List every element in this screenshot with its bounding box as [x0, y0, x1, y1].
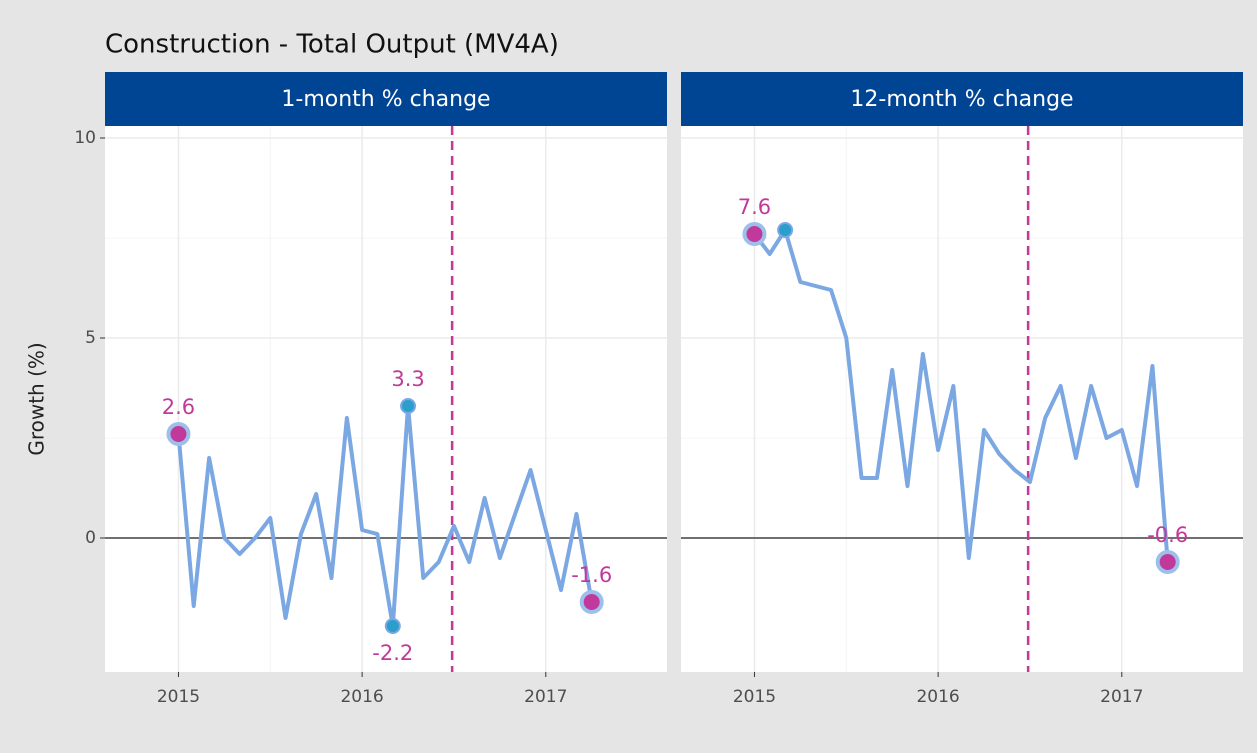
chart-title: Construction - Total Output (MV4A): [105, 30, 559, 60]
x-tick-label: 2017: [1100, 687, 1143, 707]
y-axis-label: Growth (%): [25, 342, 49, 455]
data-label: -0.6: [1147, 523, 1188, 547]
y-tick-label: 0: [85, 528, 96, 548]
series-line: [752, 228, 1170, 563]
highlight-point: [583, 594, 600, 610]
series-line: [176, 404, 594, 628]
x-tick-label: 2017: [524, 687, 567, 707]
y-tick-label: 5: [85, 328, 96, 348]
strip: [105, 72, 667, 126]
data-label: -1.6: [571, 563, 612, 587]
extreme-point: [400, 398, 417, 414]
x-tick-label: 2015: [733, 687, 776, 707]
y-tick-label: 10: [74, 128, 96, 148]
x-tick-label: 2015: [157, 687, 200, 707]
data-label: 2.6: [162, 395, 195, 419]
strip-label: 1-month % change: [281, 87, 490, 112]
x-tick-label: 2016: [916, 687, 959, 707]
strip: [681, 72, 1243, 126]
data-label: 3.3: [391, 367, 424, 391]
data-label: 7.6: [738, 195, 771, 219]
data-label: -2.2: [372, 641, 413, 665]
highlight-point: [170, 426, 187, 442]
highlight-point: [1159, 554, 1176, 570]
extreme-point: [777, 222, 794, 238]
x-tick-label: 2016: [340, 687, 383, 707]
strip-label: 12-month % change: [850, 87, 1073, 112]
highlight-point: [746, 226, 763, 242]
extreme-point: [384, 618, 401, 634]
